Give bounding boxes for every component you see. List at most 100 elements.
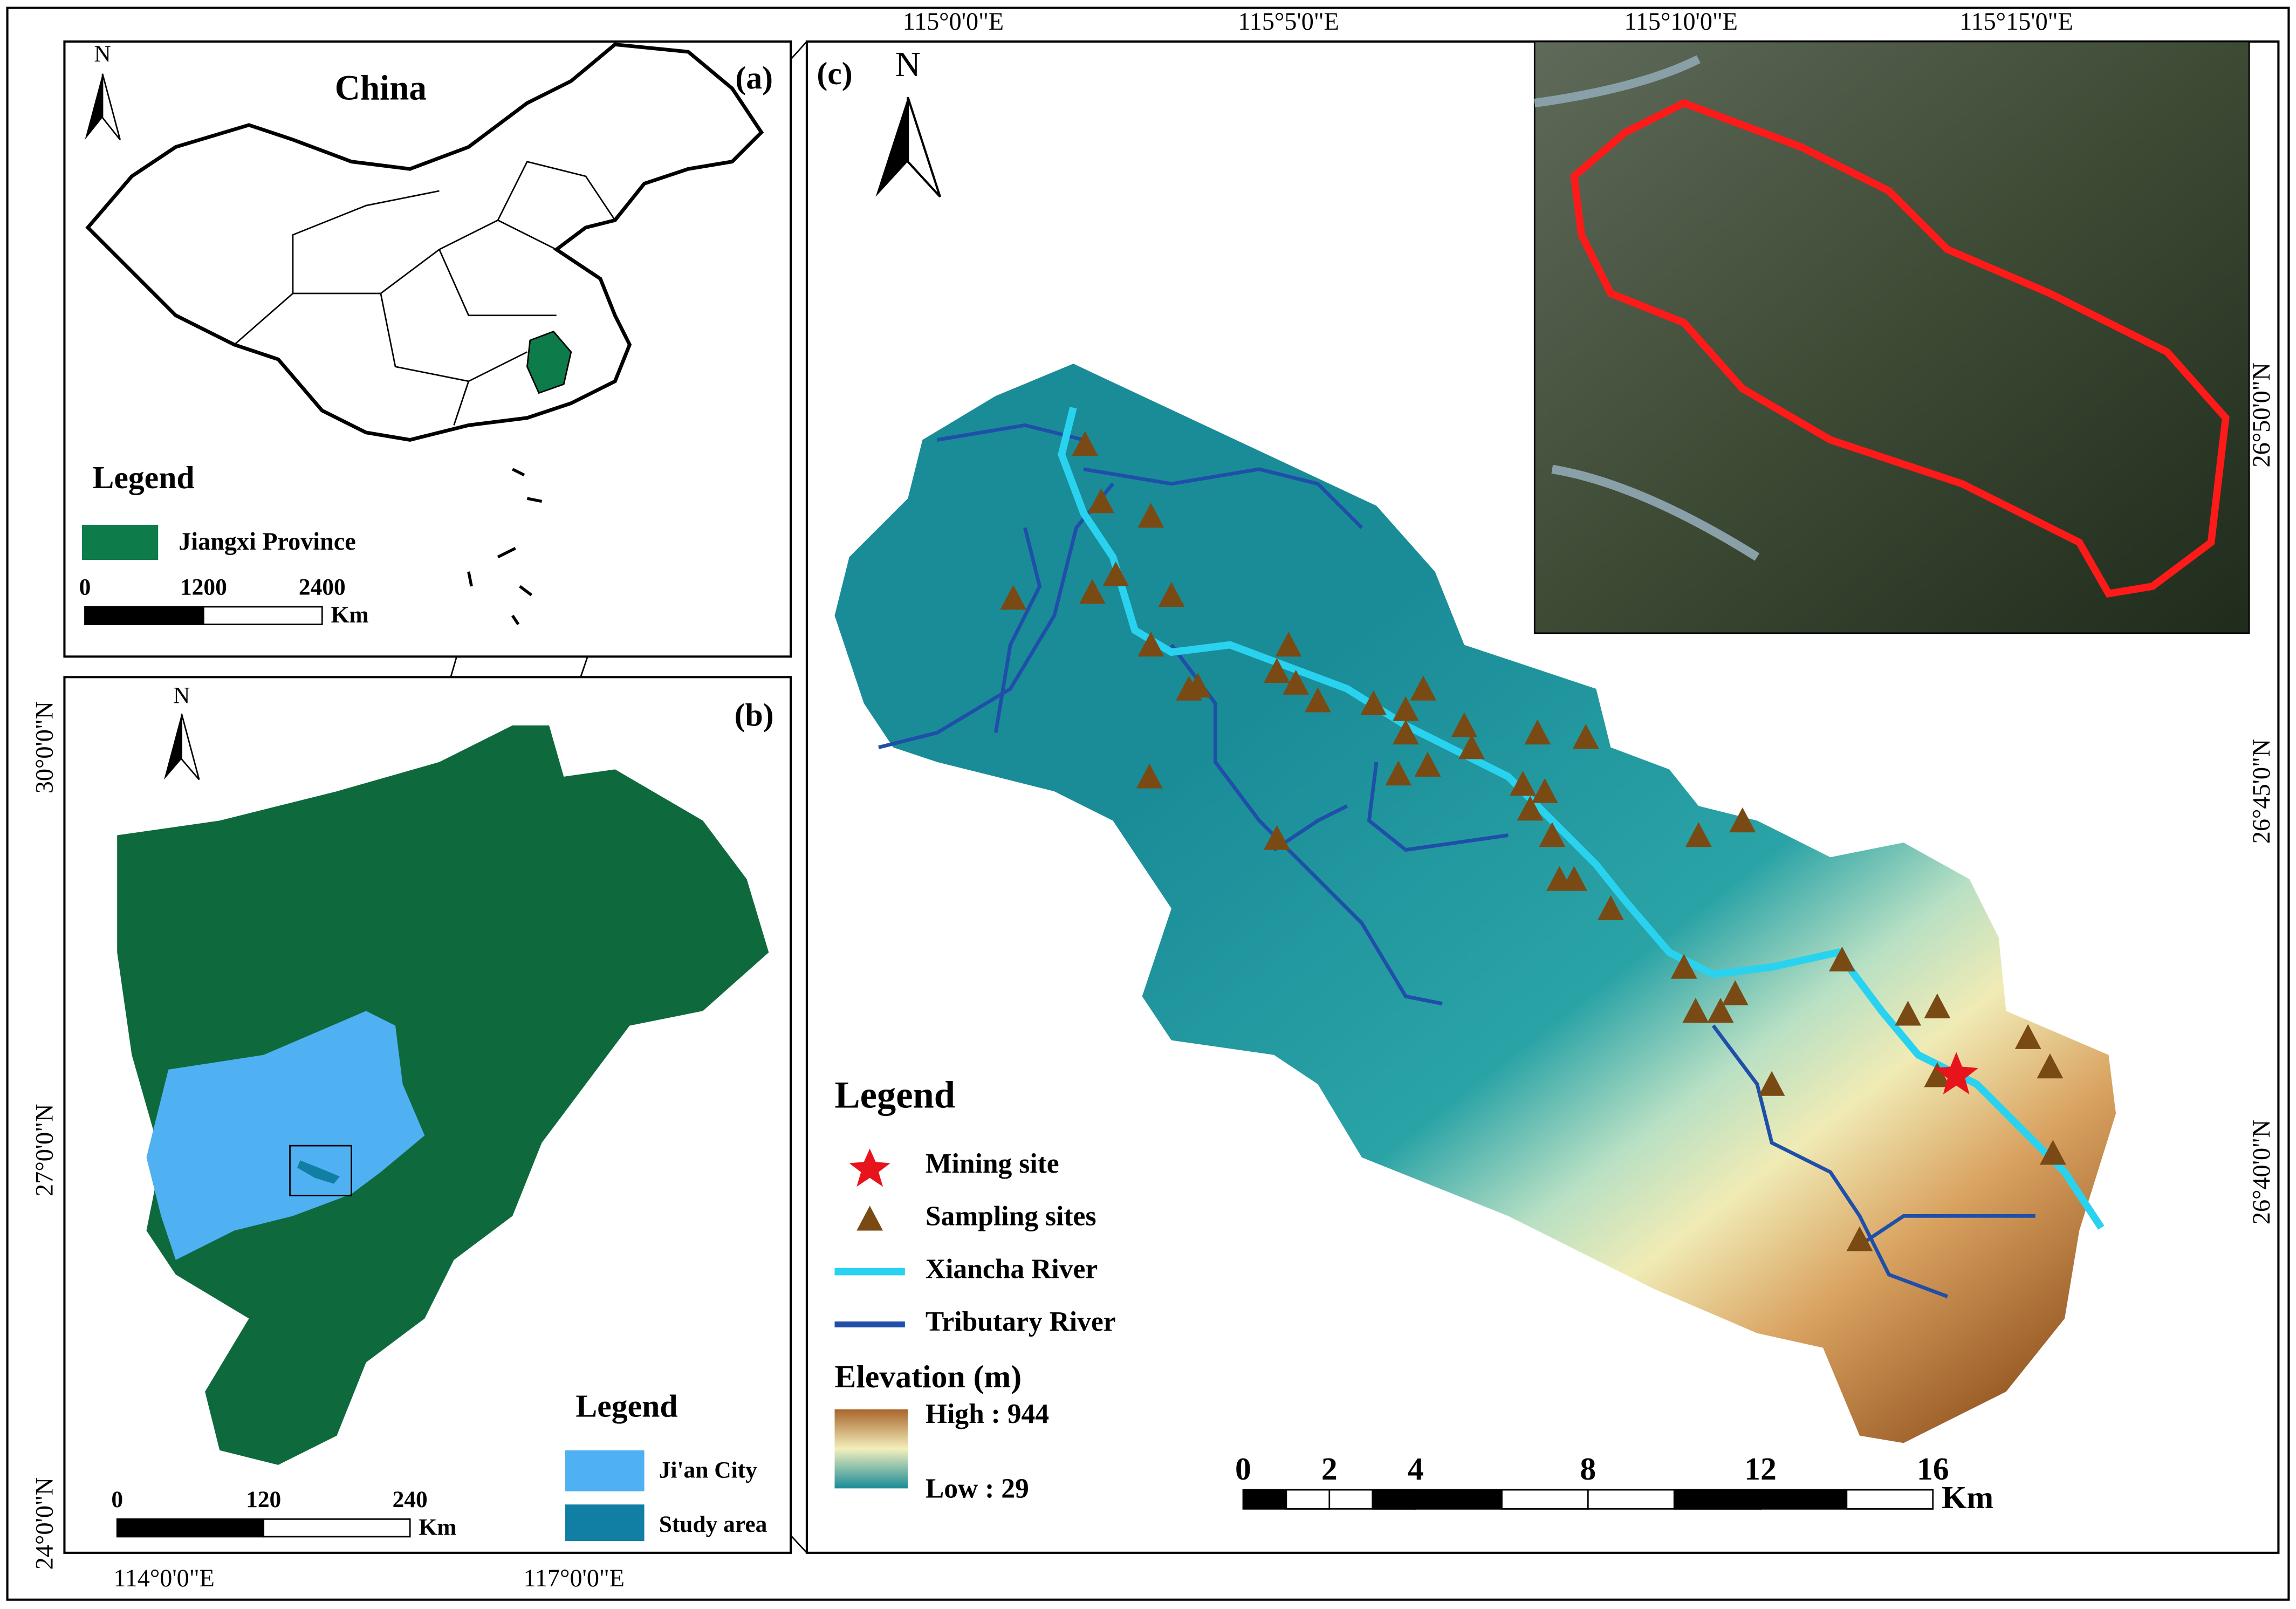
sampling-site: [1758, 1071, 1785, 1096]
elevation-high: High : 944: [926, 1399, 1049, 1429]
sampling-site: [1561, 866, 1587, 891]
satellite-river: [1534, 55, 1760, 561]
sampling-site: [1729, 807, 1756, 833]
tributary-rivers: [878, 423, 2035, 1298]
north-arrow: [875, 97, 941, 198]
sampling-site: [1263, 658, 1290, 683]
latitude-label: 26°45'0"N: [2247, 739, 2275, 844]
legend-title: Legend: [575, 1388, 677, 1423]
path-shape: [1711, 1024, 2035, 1298]
g-shape: 115°0'0"E 115°5'0"E 115°10'0"E 115°15'0"E 26…: [30, 8, 2274, 1592]
china-outline: [85, 42, 764, 442]
sampling-site: [1410, 675, 1437, 701]
sampling-site: [1524, 720, 1551, 745]
scale-segment: [1673, 1489, 1762, 1510]
legend-item: Jiangxi Province: [179, 528, 356, 555]
mining-site: [1934, 1052, 1978, 1095]
latitude-label: 26°50'0"N: [2247, 362, 2275, 467]
path-shape: [164, 714, 182, 780]
path-shape: [181, 713, 200, 780]
sampling-site: [1451, 712, 1478, 737]
sampling-site: [1360, 690, 1387, 715]
scale-segment: [116, 1518, 265, 1538]
sampling-site: [1517, 796, 1544, 821]
scale-label: 4: [1408, 1451, 1424, 1487]
study-area: [297, 1160, 340, 1184]
sampling-site: [1275, 632, 1302, 657]
north-label: N: [94, 41, 111, 67]
sampling-site: [1283, 669, 1310, 695]
legend-star: [849, 1148, 890, 1187]
scale-segment: [1285, 1489, 1331, 1510]
scale-unit: Km: [331, 602, 369, 628]
sampling-site: [1137, 503, 1164, 528]
legend-item: Ji'an City: [659, 1457, 757, 1483]
path-shape: [907, 97, 941, 198]
sampling-site: [2014, 1024, 2041, 1049]
north-arrow: [164, 713, 200, 780]
scale-label: 1200: [180, 574, 227, 600]
sampling-site: [1136, 763, 1163, 789]
path-shape: [875, 97, 908, 197]
legend-swatch: [565, 1504, 645, 1542]
sampling-site: [1385, 761, 1412, 786]
jiangxi-highlight: [526, 330, 572, 394]
legend-item: Tributary River: [926, 1306, 1116, 1337]
legend-swatch: [565, 1450, 645, 1491]
north-label: N: [173, 682, 190, 708]
sampling-site: [1088, 488, 1115, 513]
panel-label: (a): [735, 60, 773, 95]
sampling-site: [1079, 579, 1106, 604]
scale-segment: [203, 606, 323, 625]
sampling-site: [2037, 1053, 2064, 1079]
sampling-site: [1000, 585, 1027, 610]
scale-label: 2400: [299, 574, 346, 600]
sampling-site: [1184, 673, 1211, 698]
sampling-site: [1895, 1001, 1921, 1026]
scale-segment: [1846, 1489, 1934, 1510]
sampling-site: [1392, 696, 1419, 721]
latitude-label: 24°0'0"N: [30, 1477, 58, 1570]
sampling-site: [1846, 1226, 1873, 1251]
study-box: [289, 1145, 352, 1196]
jiangxi: [117, 725, 769, 1465]
scale-label: 2: [1321, 1451, 1338, 1487]
legend-triangle: [856, 1206, 883, 1231]
legend-title: Legend: [92, 460, 194, 495]
title: China: [335, 69, 427, 107]
latitude-label: 27°0'0"N: [30, 1104, 58, 1196]
latitude-label: 30°0'0"N: [30, 701, 58, 793]
sampling-site: [1924, 993, 1951, 1018]
scale-label: 16: [1917, 1451, 1949, 1487]
scale-label: 0: [1235, 1451, 1251, 1487]
sampling-site: [1682, 997, 1709, 1023]
elevation-low: Low : 29: [926, 1474, 1029, 1504]
sampling-site: [1722, 980, 1749, 1005]
sampling-site: [1137, 632, 1164, 657]
sampling-site: [1670, 954, 1697, 979]
scale-label: 120: [246, 1487, 281, 1512]
sampling-sites: [1000, 431, 2066, 1251]
sampling-site: [1263, 825, 1290, 850]
islands: [467, 468, 543, 626]
sampling-site: [1531, 778, 1558, 803]
panel-label: (c): [817, 56, 852, 91]
sampling-site: [1707, 997, 1734, 1023]
sampling-site: [1685, 822, 1712, 847]
sampling-site: [1392, 720, 1419, 745]
scale-unit: Km: [419, 1514, 456, 1540]
longitude-label: 115°0'0"E: [903, 8, 1004, 35]
sampling-site: [1158, 581, 1185, 607]
scale-segment: [84, 606, 204, 625]
scale-label: 12: [1744, 1451, 1777, 1487]
sampling-site: [1510, 771, 1536, 796]
sampling-site: [1828, 946, 1855, 972]
sampling-site: [1572, 724, 1599, 749]
jian-city: [146, 1011, 425, 1260]
sampling-site: [1924, 1062, 1951, 1087]
scale-label: 0: [79, 574, 91, 600]
legend-item: Sampling sites: [926, 1201, 1096, 1232]
